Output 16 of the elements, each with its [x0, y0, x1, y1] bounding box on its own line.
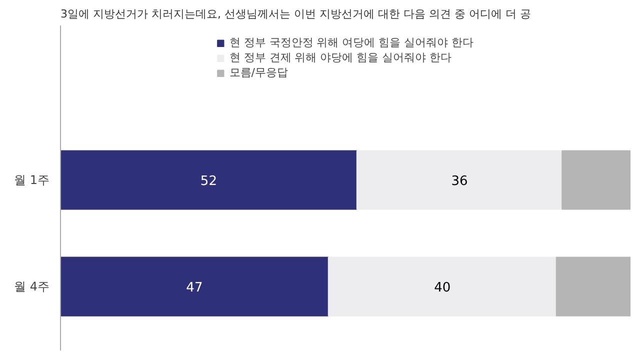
legend-label: 현 정부 견제 위해 야당에 힘을 실어줘야 한다 [229, 50, 452, 65]
data-label: 47 [186, 280, 203, 296]
bar [556, 256, 630, 316]
bar [60, 256, 329, 316]
data-label: 40 [434, 280, 451, 296]
legend-label: 모름/무응답 [229, 65, 288, 80]
y-tick-label: 월 1주 [14, 173, 50, 188]
chart-title: 3일에 지방선거가 치러지는데요, 선생님께서는 이번 지방선거에 대한 다음 의견 중 어디에 더 공 [60, 8, 531, 20]
y-tick-label: 월 4주 [14, 280, 50, 294]
legend-label: 현 정부 국정안정 위해 여당에 힘을 실어줘야 한다 [229, 35, 474, 50]
bar [356, 150, 563, 210]
bar [60, 150, 358, 210]
bar [562, 150, 630, 210]
data-label: 52 [200, 174, 217, 190]
data-label: 36 [451, 174, 468, 190]
bar [328, 256, 557, 316]
